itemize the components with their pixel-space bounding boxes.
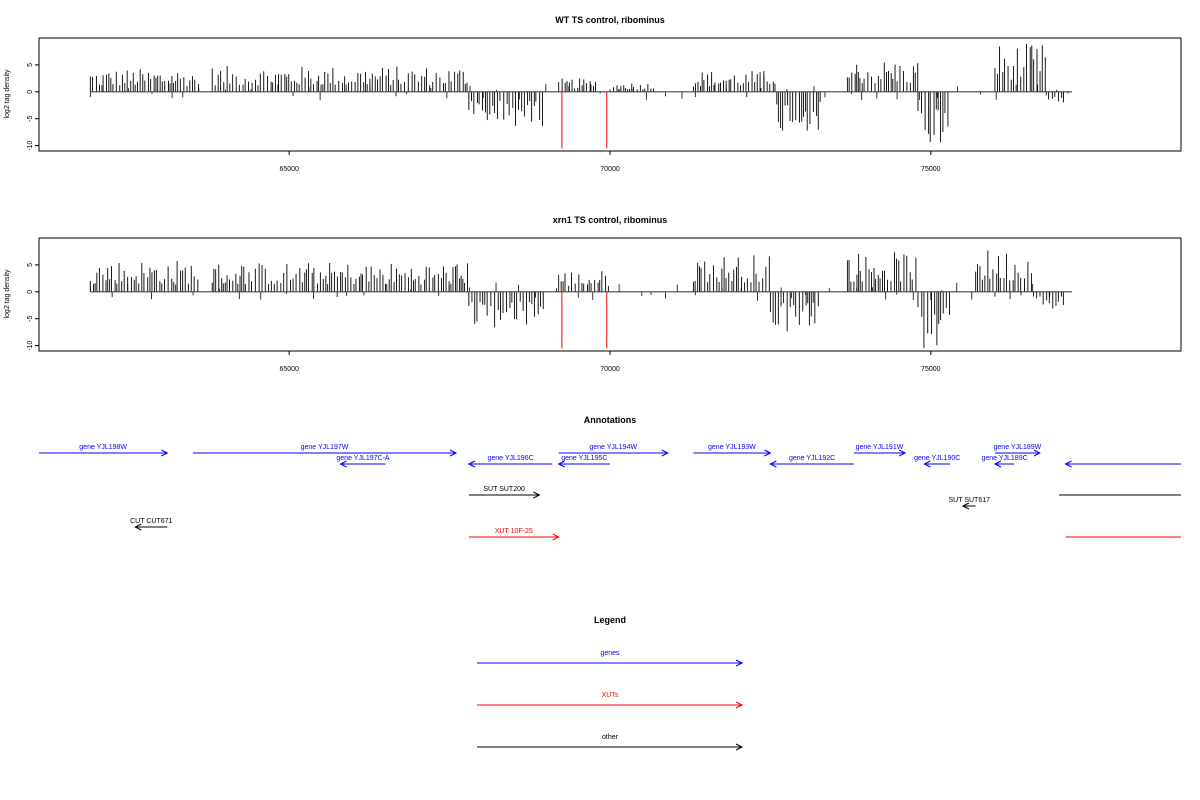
feature-gene-yjl191w: gene YJL191W <box>853 444 907 457</box>
arrowhead-left-icon <box>557 460 565 468</box>
legend-items: genes XUTs other <box>477 650 744 751</box>
arrowhead-right-icon <box>661 449 669 457</box>
feature-gene-yjl198w: gene YJL198W <box>39 444 169 457</box>
legend-panel: Legend genes XUTs other <box>477 615 744 751</box>
legend-label: genes <box>600 650 620 657</box>
feature-cut-cut671: CUT CUT671 <box>130 518 173 531</box>
feature-gene-yjl195c: gene YJL195C <box>557 455 610 468</box>
feature-gene-yjl196c: gene YJL196C <box>467 455 553 468</box>
feature-label: SUT SUT200 <box>483 486 525 493</box>
wt-x-tick-label: 65000 <box>279 166 299 173</box>
feature-gene-yjl189w: gene YJL189W <box>994 444 1042 457</box>
feature-sut-sut200: SUT SUT200 <box>468 486 541 499</box>
wt-track-panel: WT TS control, ribominus log2 tag densit… <box>4 15 1182 173</box>
feature-label: gene YJL195C <box>561 455 607 462</box>
arrowhead-left-icon <box>923 460 931 468</box>
wt-y-tick-label: -5 <box>27 116 34 122</box>
feature-gene-yjl190c: gene YJL190C <box>914 455 960 468</box>
arrowhead-left-icon <box>467 460 476 468</box>
arrowhead-left-icon <box>769 460 777 468</box>
arrowhead-right-icon <box>735 701 744 709</box>
xrn1-track-panel: xrn1 TS control, ribominus log2 tag dens… <box>4 215 1182 373</box>
arrowhead-right-icon <box>898 449 907 457</box>
wt-track-title: WT TS control, ribominus <box>555 15 665 25</box>
feature-label: gene YJL192C <box>789 455 835 462</box>
wt-plot-frame <box>38 37 1182 152</box>
feature-gene-yjl192c: gene YJL192C <box>769 455 854 468</box>
arrowhead-left-icon <box>993 460 1002 468</box>
xrn1-y-axis-label: log2 tag density <box>4 269 11 319</box>
legend-label: XUTs <box>602 692 619 699</box>
feature-label: gene YJL189W <box>994 444 1042 451</box>
feature-label: gene YJL189C <box>981 455 1027 462</box>
xrn1-x-tick-label: 75000 <box>921 366 941 373</box>
arrowhead-right-icon <box>1033 449 1041 457</box>
feature-label: SUT SUT617 <box>949 497 991 504</box>
xrn1-axes: -10 -5 0 5 65000 70000 75000 <box>27 263 1072 373</box>
feature-gene-yjl197c-a: gene YJL197C-A <box>336 455 390 468</box>
wt-y-tick-label: 5 <box>27 63 34 67</box>
wt-y-tick-label: -10 <box>27 140 34 150</box>
xrn1-y-tick-label: -10 <box>27 340 34 350</box>
feature-gene-edge <box>1064 460 1181 468</box>
feature-arrows: gene YJL198W gene YJL197W gene YJL197C-A ge… <box>39 444 1181 541</box>
feature-label: gene YJL193W <box>708 444 756 451</box>
xrn1-x-tick-label: 65000 <box>279 366 299 373</box>
feature-label: gene YJL197W <box>301 444 349 451</box>
legend-item-other: other <box>477 734 744 751</box>
feature-gene-yjl189c: gene YJL189C <box>981 455 1028 468</box>
arrowhead-right-icon <box>764 449 772 457</box>
legend-item-xuts: XUTs <box>477 692 744 709</box>
feature-label: XUT 10F-25 <box>495 528 533 535</box>
arrowhead-left-icon <box>134 523 142 531</box>
arrowhead-right-icon <box>533 491 541 499</box>
feature-label: gene YJL198W <box>79 444 127 451</box>
arrowhead-right-icon <box>552 533 560 541</box>
legend-item-genes: genes <box>477 650 744 667</box>
annotations-panel: Annotations gene YJL198W gene YJL197Wgene… <box>39 415 1181 541</box>
feature-label: gene YJL194W <box>589 444 637 451</box>
xrn1-density-bars <box>89 250 1064 349</box>
wt-y-axis-label: log2 tag density <box>4 69 11 119</box>
wt-x-tick-label: 70000 <box>600 166 620 173</box>
arrowhead-right-icon <box>449 449 458 457</box>
feature-gene-yjl193w: gene YJL193W <box>693 444 772 457</box>
arrowhead-right-icon <box>161 449 169 457</box>
xrn1-y-tick-label: 5 <box>27 263 34 267</box>
feature-gene-yjl194w: gene YJL194W <box>558 444 669 457</box>
legend-label: other <box>602 734 619 741</box>
feature-label: gene YJL190C <box>914 455 960 462</box>
xrn1-track-title: xrn1 TS control, ribominus <box>553 215 668 225</box>
xrn1-x-tick-label: 70000 <box>600 366 620 373</box>
arrowhead-left-icon <box>1064 460 1072 468</box>
arrowhead-left-icon <box>339 460 347 468</box>
wt-axes: -10 -5 0 5 65000 70000 75000 <box>27 63 1072 173</box>
feature-label: gene YJL197C-A <box>336 455 390 462</box>
arrowhead-right-icon <box>735 743 744 751</box>
feature-sut-sut617: SUT SUT617 <box>949 497 991 510</box>
wt-density-bars <box>89 43 1069 149</box>
feature-label: gene YJL196C <box>487 455 533 462</box>
feature-gene-yjl197w: gene YJL197W <box>192 444 458 457</box>
wt-y-tick-label: 0 <box>27 90 34 94</box>
feature-xut-10f-25: XUT 10F-25 <box>468 528 560 541</box>
feature-label: CUT CUT671 <box>130 518 172 525</box>
feature-label: gene YJL191W <box>856 444 904 451</box>
arrowhead-left-icon <box>961 502 970 510</box>
arrowhead-right-icon <box>735 659 744 667</box>
xrn1-y-tick-label: -5 <box>27 316 34 322</box>
wt-x-tick-label: 75000 <box>921 166 941 173</box>
legend-title: Legend <box>594 615 626 625</box>
xrn1-y-tick-label: 0 <box>27 290 34 294</box>
annotations-title: Annotations <box>584 415 637 425</box>
